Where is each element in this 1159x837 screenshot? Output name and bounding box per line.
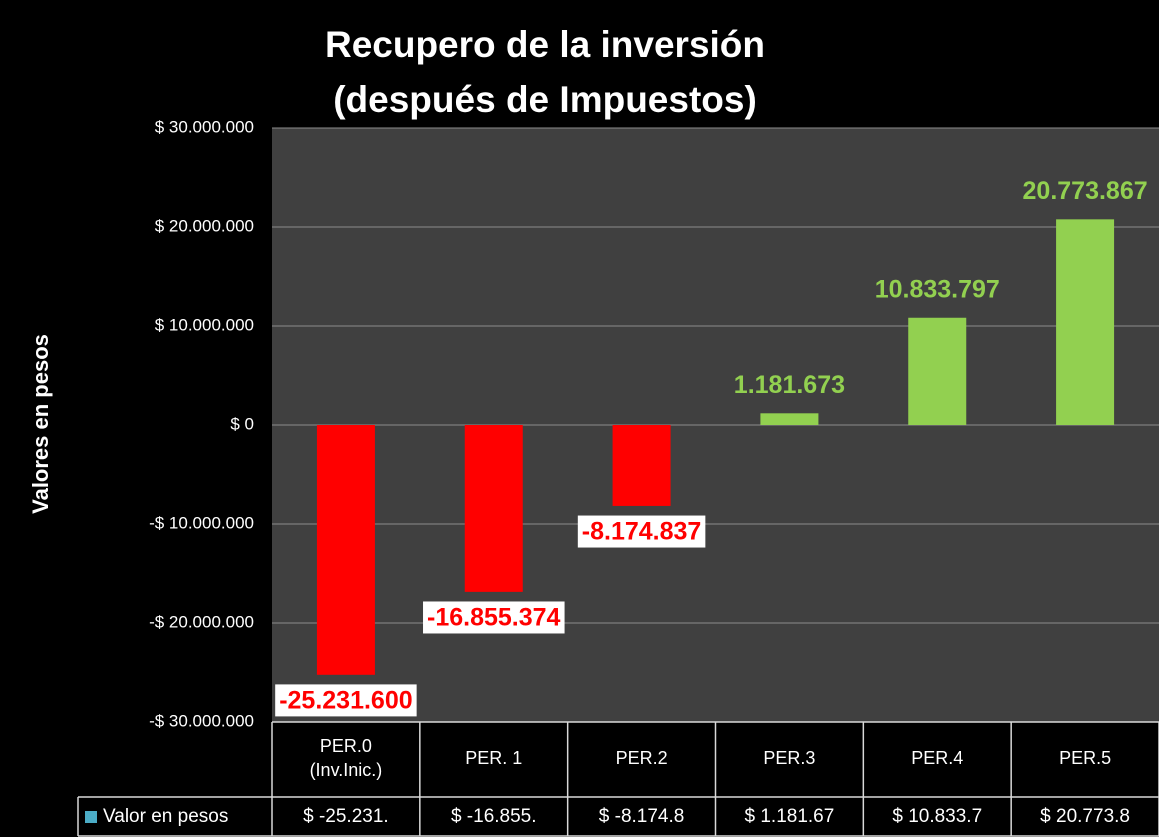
- bar: [1056, 219, 1115, 425]
- bar: [316, 425, 375, 675]
- x-tick-label: PER.0 (Inv.Inic.): [310, 736, 383, 780]
- table-cell: $ -16.855.: [451, 806, 537, 827]
- y-tick-label: $ 20.000.000: [155, 216, 254, 235]
- bar: [760, 413, 819, 425]
- data-label: 20.773.867: [1023, 177, 1148, 205]
- table-cell: $ -8.174.8: [599, 806, 685, 827]
- legend-key: [85, 811, 97, 823]
- x-tick-label: PER. 1: [465, 748, 522, 768]
- x-tick-label: PER.4: [911, 748, 963, 768]
- x-tick-label: PER.5: [1059, 748, 1111, 768]
- y-tick-label: -$ 30.000.000: [149, 711, 254, 730]
- y-tick-label: -$ 10.000.000: [149, 513, 254, 532]
- x-tick-label: PER.2: [616, 748, 668, 768]
- table-cell: $ 1.181.67: [745, 806, 835, 827]
- x-tick-label: PER.3: [763, 748, 815, 768]
- bar: [612, 425, 671, 506]
- data-label: -25.231.600: [279, 686, 412, 714]
- data-label-box: [423, 601, 565, 634]
- data-label: 10.833.797: [875, 275, 1000, 303]
- bar: [908, 317, 967, 425]
- chart-title: Recupero de la inversión: [325, 24, 765, 65]
- data-label: -8.174.837: [582, 518, 702, 546]
- chart-title: (después de Impuestos): [333, 79, 757, 120]
- y-tick-label: $ 0: [230, 414, 254, 433]
- y-tick-label: $ 30.000.000: [155, 117, 254, 136]
- data-label-box: [275, 684, 417, 717]
- bar: [464, 425, 523, 592]
- data-label: 1.181.673: [734, 371, 845, 399]
- table-cell: $ 20.773.8: [1040, 806, 1130, 827]
- y-tick-label: $ 10.000.000: [155, 315, 254, 334]
- table-cell: $ -25.231.: [303, 806, 389, 827]
- y-tick-label: -$ 20.000.000: [149, 612, 254, 631]
- table-cell: $ 10.833.7: [892, 806, 982, 827]
- legend-label: Valor en pesos: [103, 806, 228, 827]
- data-label: -16.855.374: [427, 603, 561, 631]
- data-label-box: [577, 515, 706, 548]
- y-axis-label: Valores en pesos: [28, 334, 53, 514]
